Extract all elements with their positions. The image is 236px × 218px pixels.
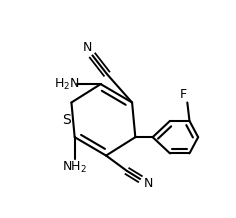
Text: H$_2$N: H$_2$N: [54, 77, 80, 92]
Text: S: S: [62, 113, 70, 127]
Text: NH$_2$: NH$_2$: [62, 160, 87, 175]
Text: N: N: [83, 41, 92, 54]
Text: F: F: [179, 89, 186, 101]
Text: N: N: [144, 177, 153, 190]
